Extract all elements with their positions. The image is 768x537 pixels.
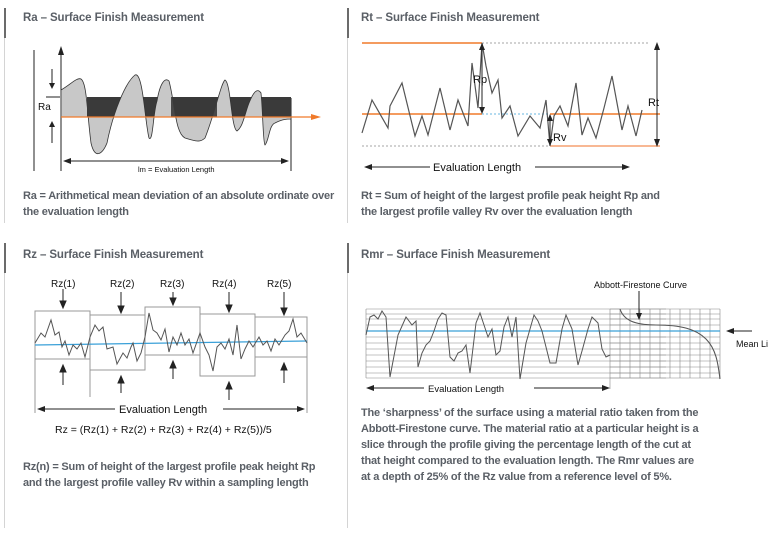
rz-length-label: Evaluation Length [119,404,207,416]
rt-length-label: Evaluation Length [433,162,521,174]
rz4-label: Rz(4) [212,279,236,290]
panel-accent [4,8,6,38]
rt-title: Rt – Surface Finish Measurement [361,12,540,24]
panel-accent [347,8,349,38]
rv-label: Rv [553,132,567,144]
rz2-label: Rz(2) [110,279,134,290]
rz-formula: Rz = (Rz(1) + Rz(2) + Rz(3) + Rz(4) + Rz… [55,424,272,436]
ra-title: Ra – Surface Finish Measurement [23,12,204,24]
rz5-label: Rz(5) [267,279,291,290]
mean-line-label: Mean Line [736,339,768,349]
abbott-curve-label: Abbott-Firestone Curve [594,280,687,290]
rmr-panel: Rmr – Surface Finish Measurement Abbott-… [347,243,768,528]
rz-title: Rz – Surface Finish Measurement [23,249,204,261]
rmr-title: Rmr – Surface Finish Measurement [361,249,551,261]
rp-label: Rp [473,74,487,86]
rt-description: Rt = Sum of height of the largest profil… [361,190,660,218]
rz-description: Rz(n) = Sum of height of the largest pro… [23,461,316,489]
rt-diagram: Rp Rv Rt Evaluation Length [361,42,660,174]
ra-label: Ra [38,102,51,113]
rz-diagram: Rz(1) Rz(2) Rz(3) Rz(4) Rz(5) [34,279,308,436]
ra-panel: Ra – Surface Finish Measurement Ra lm = … [4,8,375,223]
panel-accent [4,243,6,273]
rz3-label: Rz(3) [160,279,184,290]
rmr-description: The ‘sharpness’ of the surface using a m… [361,407,699,483]
ra-diagram: Ra lm = Evaluation Length [33,46,321,174]
rz-panel: Rz – Surface Finish Measurement Rz(1) Rz… [4,243,375,528]
ra-length-label: lm = Evaluation Length [138,165,215,174]
rz1-label: Rz(1) [51,279,75,290]
panel-accent [347,243,349,273]
rmr-length-label: Evaluation Length [428,384,504,395]
rmr-diagram: Abbott-Firestone Curve [365,280,768,395]
rt-label: Rt [648,97,659,109]
ra-description: Ra = Arithmetical mean deviation of an a… [23,190,335,218]
rt-panel: Rt – Surface Finish Measurement Rp Rv Rt… [347,8,758,223]
